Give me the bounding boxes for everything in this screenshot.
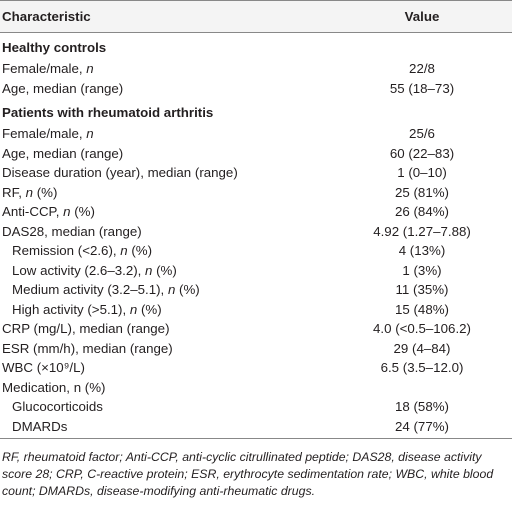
label-text: High activity (>5.1), (12, 301, 130, 317)
label-text: (%) (127, 243, 153, 259)
label-text: DMARDs (12, 418, 68, 434)
value-cell: 4.92 (1.27–7.88) (373, 223, 471, 239)
label-text: Female/male, (2, 126, 87, 142)
label-cell: Medium activity (3.2–5.1), n (%) (0, 280, 332, 300)
label-cell: Age, median (range) (0, 79, 332, 99)
label-text: (%) (175, 282, 200, 298)
label-text: n (63, 204, 71, 220)
label-cell: ESR (mm/h), median (range) (0, 339, 332, 359)
table-row: Medication, n (%) (0, 378, 512, 398)
table-row: CRP (mg/L), median (range) 4.0 (<0.5–106.… (0, 319, 512, 339)
value-cell: 25/6 (409, 126, 435, 142)
label-text: n (86, 61, 94, 77)
value-cell: 4 (13%) (398, 243, 446, 259)
label-text: Anti-CCP, (2, 204, 64, 220)
table-row: Disease duration (year), median (range) 1… (0, 163, 512, 183)
table-row: Age, median (range) 60 (22–83) (0, 144, 512, 164)
label-text: WBC (×10⁹/L) (2, 360, 85, 376)
label-text: CRP (mg/L), median (range) (2, 321, 170, 337)
table-row: Medium activity (3.2–5.1), n (%) 11 (35%) (0, 280, 512, 300)
value-cell: 26 (84%) (395, 204, 449, 220)
table-row: DAS28, median (range) 4.92 (1.27–7.88) (0, 222, 512, 242)
label-text: Low activity (2.6–3.2), (12, 262, 146, 278)
label-text: (%) (137, 301, 162, 317)
table-row: Glucocorticoids 18 (58%) (0, 397, 512, 417)
table-row: ESR (mm/h), median (range) 29 (4–84) (0, 339, 512, 359)
value-cell: 4.0 (<0.5–106.2) (373, 321, 471, 337)
label-cell: Age, median (range) (0, 144, 332, 164)
table-row: High activity (>5.1), n (%) 15 (48%) (0, 300, 512, 320)
label-text: n (167, 282, 176, 298)
value-cell: 24 (77%) (332, 416, 512, 439)
label-cell: Low activity (2.6–3.2), n (%) (0, 261, 332, 281)
footnote: RF, rheumatoid factor; Anti-CCP, anti-cy… (2, 450, 494, 498)
value-cell: 1 (0–10) (397, 165, 447, 181)
table-row: Female/male, n 22/8 (0, 59, 512, 79)
value-cell: 18 (58%) (395, 399, 449, 415)
label-text: n (86, 126, 94, 142)
header-row: Characteristic Value (0, 0, 512, 33)
section-title: Patients with rheumatoid arthritis (2, 104, 214, 120)
label-cell: Disease duration (year), median (range) (0, 163, 332, 183)
label-text: Medication, n (%) (2, 379, 106, 395)
label-text: (%) (152, 262, 177, 278)
value-cell: 15 (48%) (395, 301, 449, 317)
value-cell: 1 (3%) (402, 262, 442, 278)
value-cell: 55 (18–73) (389, 80, 455, 96)
label-text: n (129, 301, 138, 317)
value-cell (332, 378, 512, 398)
label-text: (%) (70, 204, 95, 220)
label-cell: DMARDs (0, 416, 332, 439)
table-body: Healthy controls Female/male, n 22/8 Age, m… (0, 33, 512, 439)
label-text: Female/male, (2, 61, 87, 77)
label-cell: Remission (<2.6), n (%) (0, 241, 332, 261)
label-cell: CRP (mg/L), median (range) (0, 319, 332, 339)
section-title: Healthy controls (2, 39, 107, 55)
label-cell: DAS28, median (range) (0, 222, 332, 242)
label-cell: High activity (>5.1), n (%) (0, 300, 332, 320)
label-text: Medium activity (3.2–5.1), (12, 282, 168, 298)
table-row: Age, median (range) 55 (18–73) (0, 79, 512, 99)
label-cell: Anti-CCP, n (%) (0, 202, 332, 222)
label-text: Remission (<2.6), (12, 243, 121, 259)
label-text: (%) (33, 184, 58, 200)
table-row: Anti-CCP, n (%) 26 (84%) (0, 202, 512, 222)
label-text: RF, (2, 184, 26, 200)
label-text: Age, median (range) (2, 80, 124, 96)
value-cell: 22/8 (409, 61, 435, 77)
label-cell: Female/male, n (0, 124, 332, 144)
column-header: Characteristic (0, 0, 332, 33)
label-text: n (145, 262, 153, 278)
label-text: Age, median (range) (2, 145, 124, 161)
label-cell: Medication, n (%) (0, 378, 332, 398)
label-text: Glucocorticoids (12, 399, 103, 415)
table-row: Low activity (2.6–3.2), n (%) 1 (3%) (0, 261, 512, 281)
label-text: n (25, 184, 34, 200)
label-cell: WBC (×10⁹/L) (0, 358, 332, 378)
label-text: ESR (mm/h), median (range) (2, 340, 173, 356)
label-text: DAS28, median (range) (2, 223, 142, 239)
table-row: RF, n (%) 25 (81%) (0, 183, 512, 203)
label-cell: Glucocorticoids (0, 397, 332, 417)
section-row: Patients with rheumatoid arthritis (0, 98, 512, 124)
table-row: Female/male, n 25/6 (0, 124, 512, 144)
empty-cell (332, 33, 512, 60)
table-row: Remission (<2.6), n (%) 4 (13%) (0, 241, 512, 261)
label-cell: RF, n (%) (0, 183, 332, 203)
table-row: WBC (×10⁹/L) 6.5 (3.5–12.0) (0, 358, 512, 378)
label-text: Disease duration (year), median (range) (2, 165, 238, 181)
empty-cell (332, 98, 512, 124)
table-row: DMARDs 24 (77%) (0, 416, 512, 439)
value-cell: 60 (22–83) (389, 145, 455, 161)
value-cell: 29 (4–84) (393, 340, 451, 356)
label-text: n (120, 243, 128, 259)
value-cell: 11 (35%) (395, 282, 449, 298)
value-cell: 6.5 (3.5–12.0) (380, 360, 464, 376)
value-cell: 25 (81%) (395, 184, 449, 200)
section-row: Healthy controls (0, 33, 512, 60)
label-cell: Female/male, n (0, 59, 332, 79)
data-table: Characteristic Value Healthy controls Fem… (0, 0, 512, 439)
column-header: Value (332, 0, 512, 33)
